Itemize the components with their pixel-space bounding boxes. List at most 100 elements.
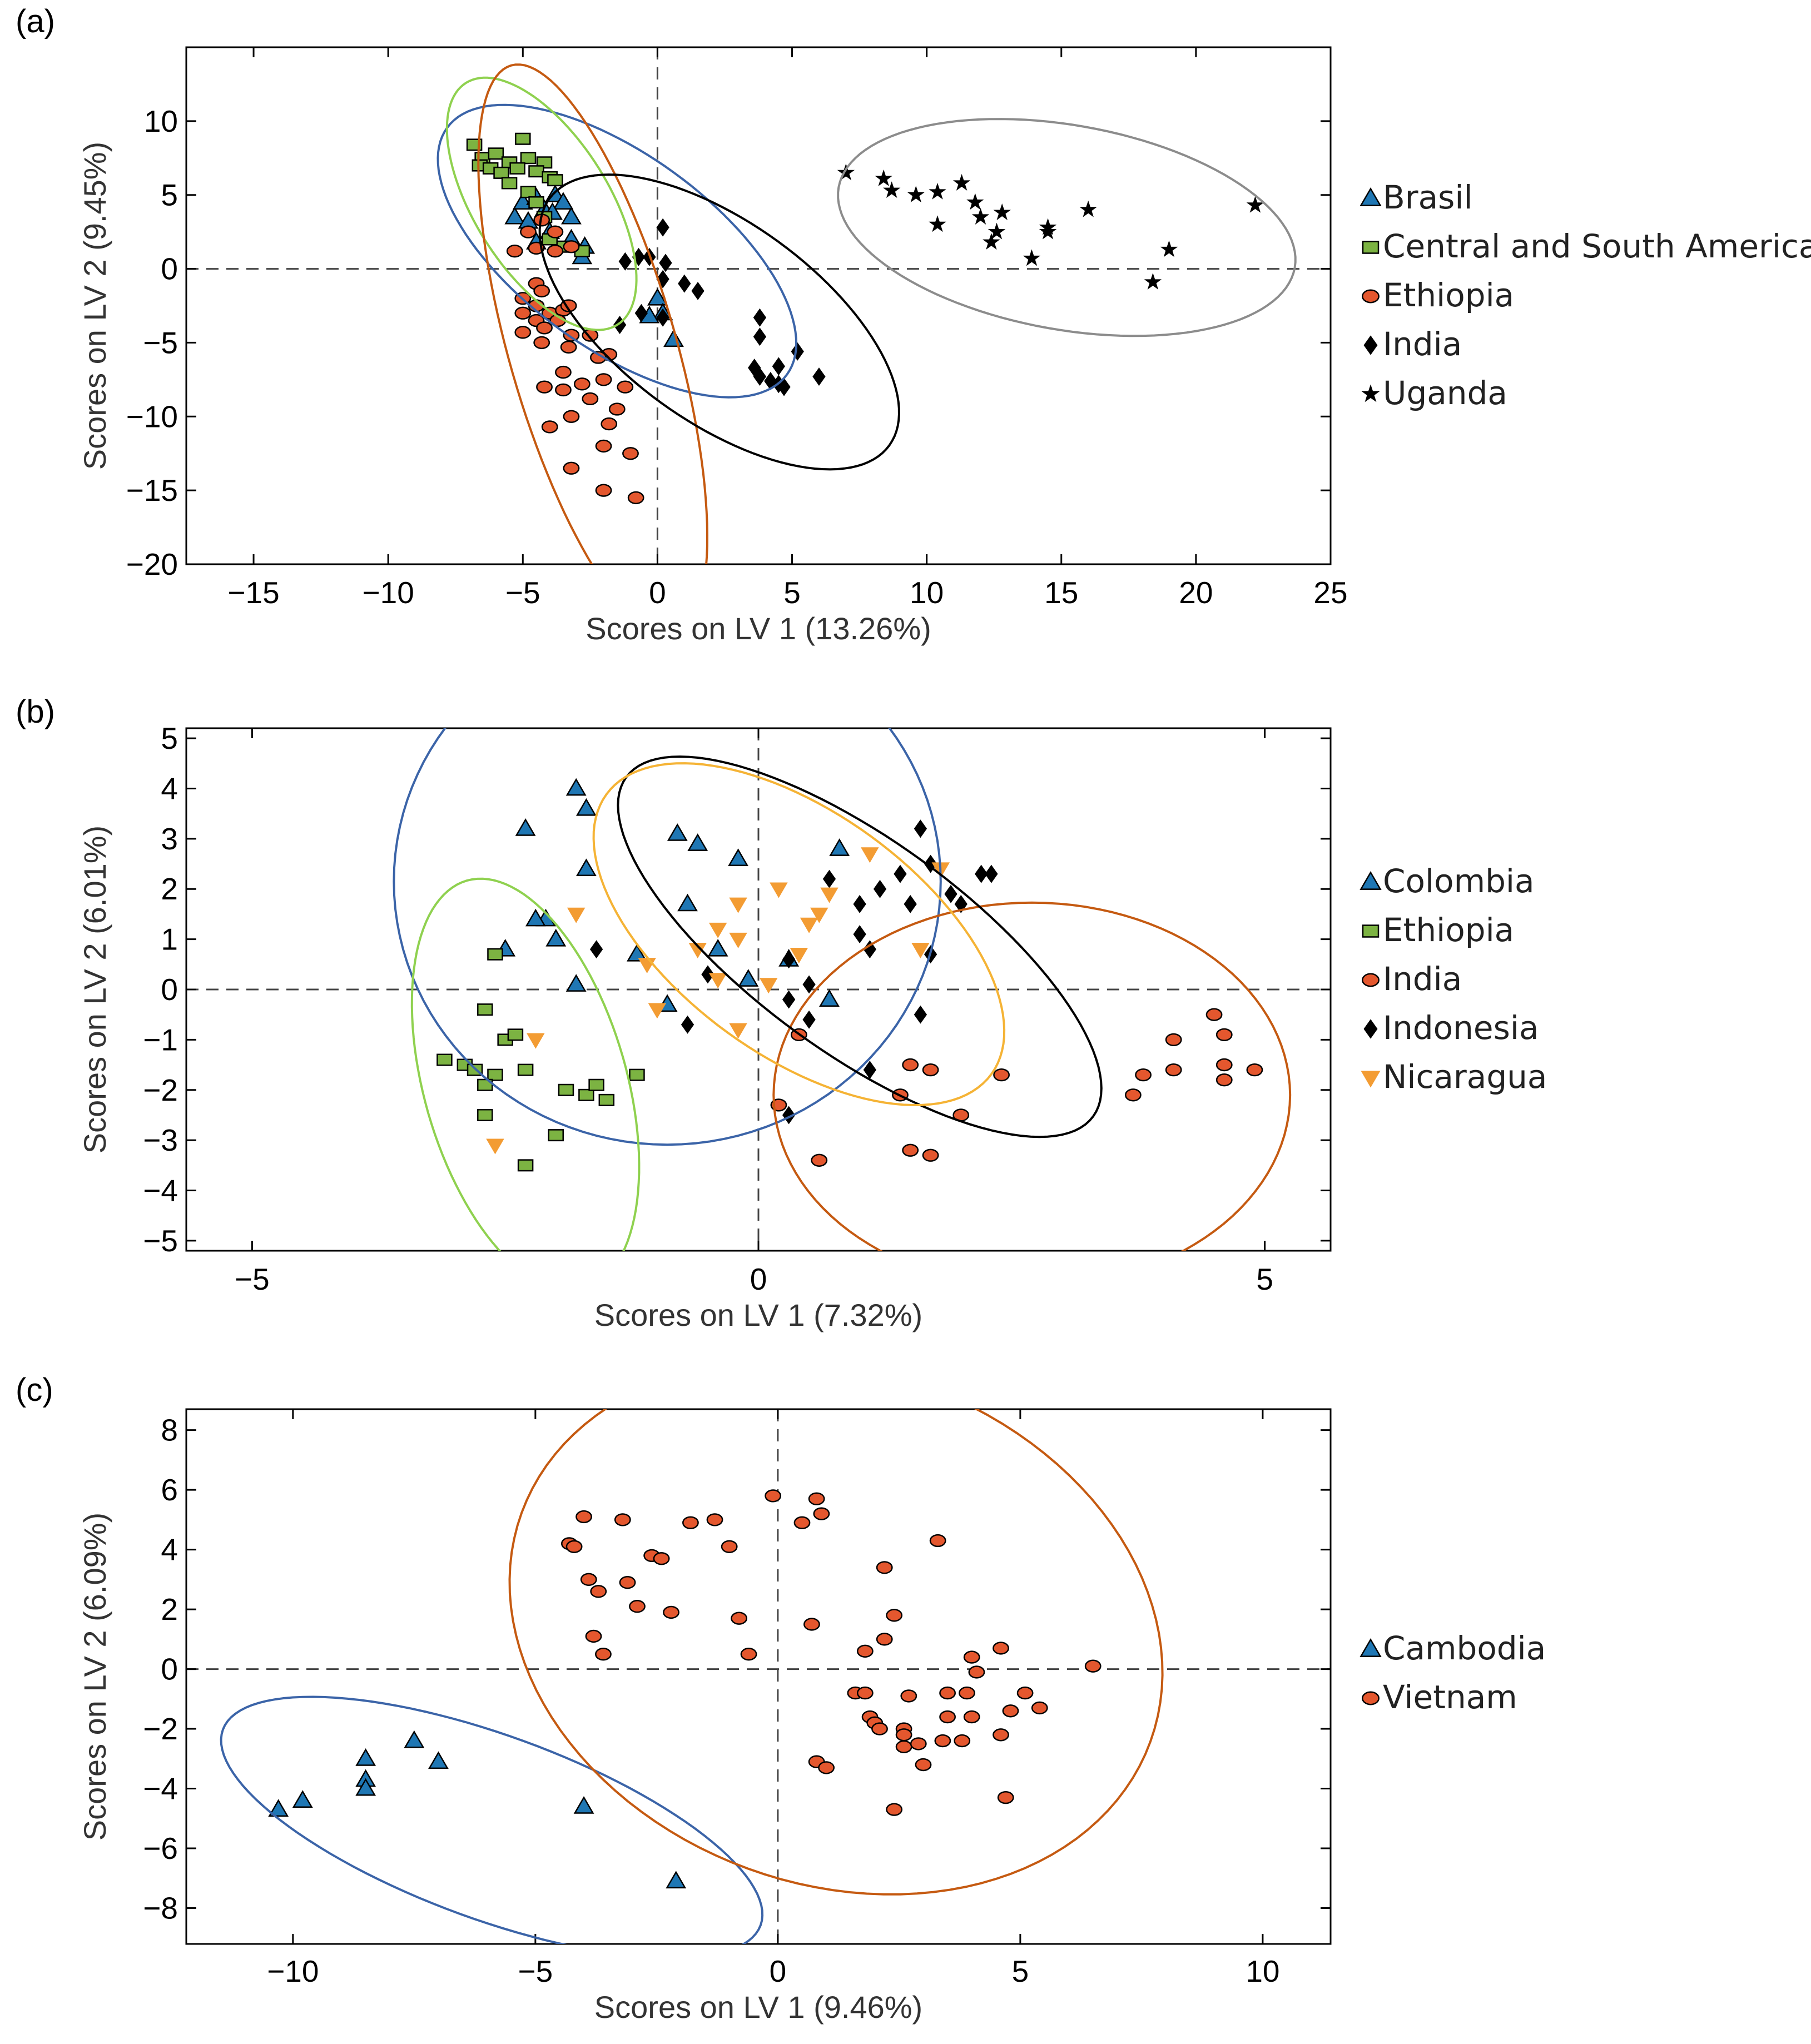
data-point: [1165, 1033, 1182, 1047]
data-point: [939, 1710, 956, 1724]
data-point: [993, 1642, 1009, 1655]
data-point: [563, 410, 580, 423]
x-tick-label: 0: [770, 1954, 787, 1988]
confidence-ellipse-india: [772, 901, 1292, 1251]
data-point: [708, 973, 727, 989]
x-tick-label: −5: [518, 1954, 553, 1988]
data-point: [268, 1799, 289, 1817]
x-axis-title: Scores on LV 1 (7.32%): [594, 1297, 922, 1332]
data-point: [601, 417, 618, 431]
legend-marker: [1360, 871, 1382, 890]
y-tick-label: −20: [126, 547, 178, 581]
legend: Cambodia Vietnam: [1360, 1629, 1546, 1716]
y-tick-label: 6: [161, 1473, 178, 1507]
data-point: [944, 884, 957, 903]
data-point: [355, 1778, 376, 1796]
data-point: [993, 1068, 1010, 1082]
data-point: [959, 1686, 975, 1700]
panel-label: (b): [16, 694, 55, 730]
legend-marker: [1362, 289, 1380, 304]
confidence-ellipse-nicaragua: [592, 762, 1006, 1107]
data-point: [812, 367, 826, 386]
y-tick-label: 8: [161, 1413, 178, 1448]
x-tick-label: −15: [227, 575, 279, 610]
data-point: [560, 340, 577, 354]
data-point: [595, 1648, 612, 1661]
chart-panel-c: (c) −10 −5 0 5 10 −8 −6 −4 −2 0 2 4 6 8 Scores on LV 1 …: [16, 1372, 1546, 2025]
data-point: [527, 1033, 545, 1049]
data-point: [590, 1585, 607, 1598]
data-point: [753, 308, 767, 327]
y-axis-title: Scores on LV 2 (6.01%): [77, 825, 112, 1153]
data-point: [582, 392, 599, 406]
data-point: [914, 819, 927, 838]
data-point: [770, 882, 788, 898]
data-point: [829, 838, 850, 856]
data-point: [575, 858, 597, 877]
data-point: [875, 169, 892, 186]
data-point: [355, 1748, 376, 1766]
data-point: [922, 1063, 939, 1077]
legend-marker: [1363, 335, 1378, 355]
legend-label: Vietnam: [1383, 1678, 1517, 1716]
y-axis-title: Scores on LV 2 (9.45%): [77, 142, 112, 470]
data-point: [588, 1078, 604, 1091]
data-point: [656, 218, 669, 237]
data-point: [929, 182, 946, 200]
data-point: [738, 969, 759, 987]
data-point: [514, 326, 532, 339]
data-point: [619, 1576, 636, 1589]
y-tick-label: 0: [161, 972, 178, 1007]
data-point: [292, 1790, 313, 1808]
legend-marker: [1363, 1019, 1378, 1039]
data-point: [634, 304, 648, 322]
data-point: [493, 166, 509, 179]
legend-label: Ethiopia: [1383, 276, 1514, 314]
legend-label: India: [1383, 325, 1462, 363]
legend-marker: [1360, 1638, 1382, 1657]
y-tick-label: 2: [161, 872, 178, 906]
data-point: [782, 950, 796, 969]
data-point: [614, 1513, 631, 1526]
data-point: [853, 925, 866, 944]
data-point: [811, 1153, 828, 1167]
data-point: [677, 893, 698, 912]
data-point: [578, 1088, 594, 1101]
y-tick-label: 5: [161, 178, 178, 212]
data-point: [895, 1740, 912, 1753]
data-point: [647, 287, 668, 306]
data-point: [1016, 1686, 1034, 1700]
data-point: [728, 848, 748, 866]
data-point: [627, 943, 647, 962]
data-point: [653, 1552, 670, 1565]
data-point: [533, 284, 550, 298]
y-tick-label: 3: [161, 822, 178, 856]
data-point: [954, 1734, 971, 1748]
data-point: [504, 206, 525, 225]
x-tick-label: 0: [750, 1262, 767, 1296]
data-point: [585, 1629, 602, 1643]
data-point: [536, 156, 553, 169]
data-point: [782, 990, 796, 1009]
legend-marker: [1362, 973, 1380, 987]
data-point: [565, 1540, 583, 1553]
data-point: [682, 1516, 699, 1529]
y-tick-label: 0: [161, 1652, 178, 1687]
data-point: [507, 1028, 524, 1041]
data-point: [678, 274, 691, 293]
data-point: [1215, 1028, 1233, 1041]
legend-marker: [1361, 384, 1380, 402]
data-point: [706, 1513, 723, 1526]
plot-frame: [185, 46, 1332, 565]
data-point: [922, 1148, 939, 1162]
data-point: [729, 1023, 747, 1039]
series-india: [770, 1008, 1263, 1167]
data-point: [545, 928, 567, 947]
data-point: [563, 329, 580, 342]
data-point: [753, 367, 767, 386]
y-tick-label: −2: [143, 1712, 178, 1746]
data-point: [708, 922, 727, 938]
data-point: [1165, 1063, 1182, 1077]
data-point: [514, 306, 532, 320]
y-tick-label: −6: [143, 1831, 178, 1866]
